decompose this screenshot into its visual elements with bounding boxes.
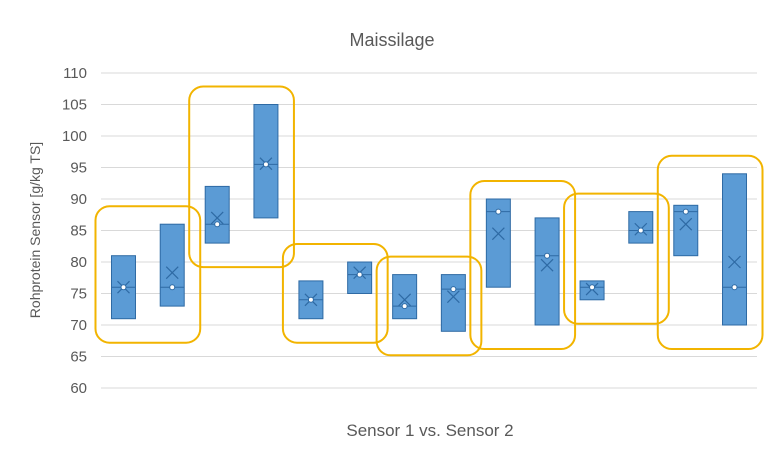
median-point	[262, 161, 269, 168]
median-point	[450, 286, 457, 293]
mean-marker	[679, 217, 693, 231]
mean-marker	[540, 258, 554, 272]
median-point	[214, 221, 221, 228]
median-point	[356, 271, 363, 278]
chart-title: Maissilage	[349, 30, 434, 50]
y-tick-label: 65	[70, 349, 87, 366]
y-tick-label: 95	[70, 160, 87, 177]
mean-marker	[728, 255, 741, 269]
mean-marker	[165, 266, 179, 280]
box	[253, 104, 279, 219]
median-point	[401, 303, 408, 310]
y-tick-label: 75	[70, 286, 87, 303]
mean-marker	[210, 211, 224, 225]
mean-marker	[398, 293, 412, 307]
box	[347, 261, 373, 294]
x-axis-title: Sensor 1 vs. Sensor 2	[346, 421, 513, 440]
box	[673, 204, 699, 257]
group-highlight	[375, 255, 483, 357]
y-axis-title: Rohprotein Sensor [g/kg TS]	[27, 142, 43, 318]
y-tick-label: 70	[70, 317, 87, 334]
box	[159, 223, 185, 307]
mean-marker	[446, 290, 460, 304]
median-point	[544, 252, 551, 259]
group-highlight	[281, 243, 389, 344]
mean-marker	[491, 227, 505, 241]
median-point	[682, 208, 689, 215]
box	[392, 274, 418, 320]
y-tick-label: 90	[70, 191, 87, 208]
box	[579, 280, 605, 301]
y-tick-label: 100	[62, 128, 87, 145]
group-highlight	[563, 192, 670, 325]
boxes	[110, 104, 748, 332]
median-point	[637, 227, 644, 234]
group-highlights	[94, 85, 764, 357]
y-tick-label: 85	[70, 223, 87, 240]
y-tick-label: 60	[70, 380, 87, 397]
box	[440, 274, 466, 332]
y-tick-label: 80	[70, 254, 87, 271]
group-highlight	[188, 85, 295, 269]
median-point	[307, 296, 314, 303]
median-point	[169, 284, 176, 291]
y-tick-label: 110	[63, 65, 87, 82]
group-highlight	[94, 205, 202, 344]
y-tick-label: 105	[62, 97, 87, 114]
group-highlight	[656, 154, 764, 350]
median-point	[120, 284, 127, 291]
box	[534, 217, 560, 326]
median-point	[495, 208, 502, 215]
box	[628, 211, 654, 244]
group-highlight	[469, 180, 577, 350]
y-tick-labels: 60 65 70 75 80 85 90 95 100 105 110	[62, 65, 87, 397]
median-point	[589, 284, 596, 291]
box	[722, 173, 748, 326]
median-point	[731, 284, 738, 291]
box	[204, 185, 230, 244]
